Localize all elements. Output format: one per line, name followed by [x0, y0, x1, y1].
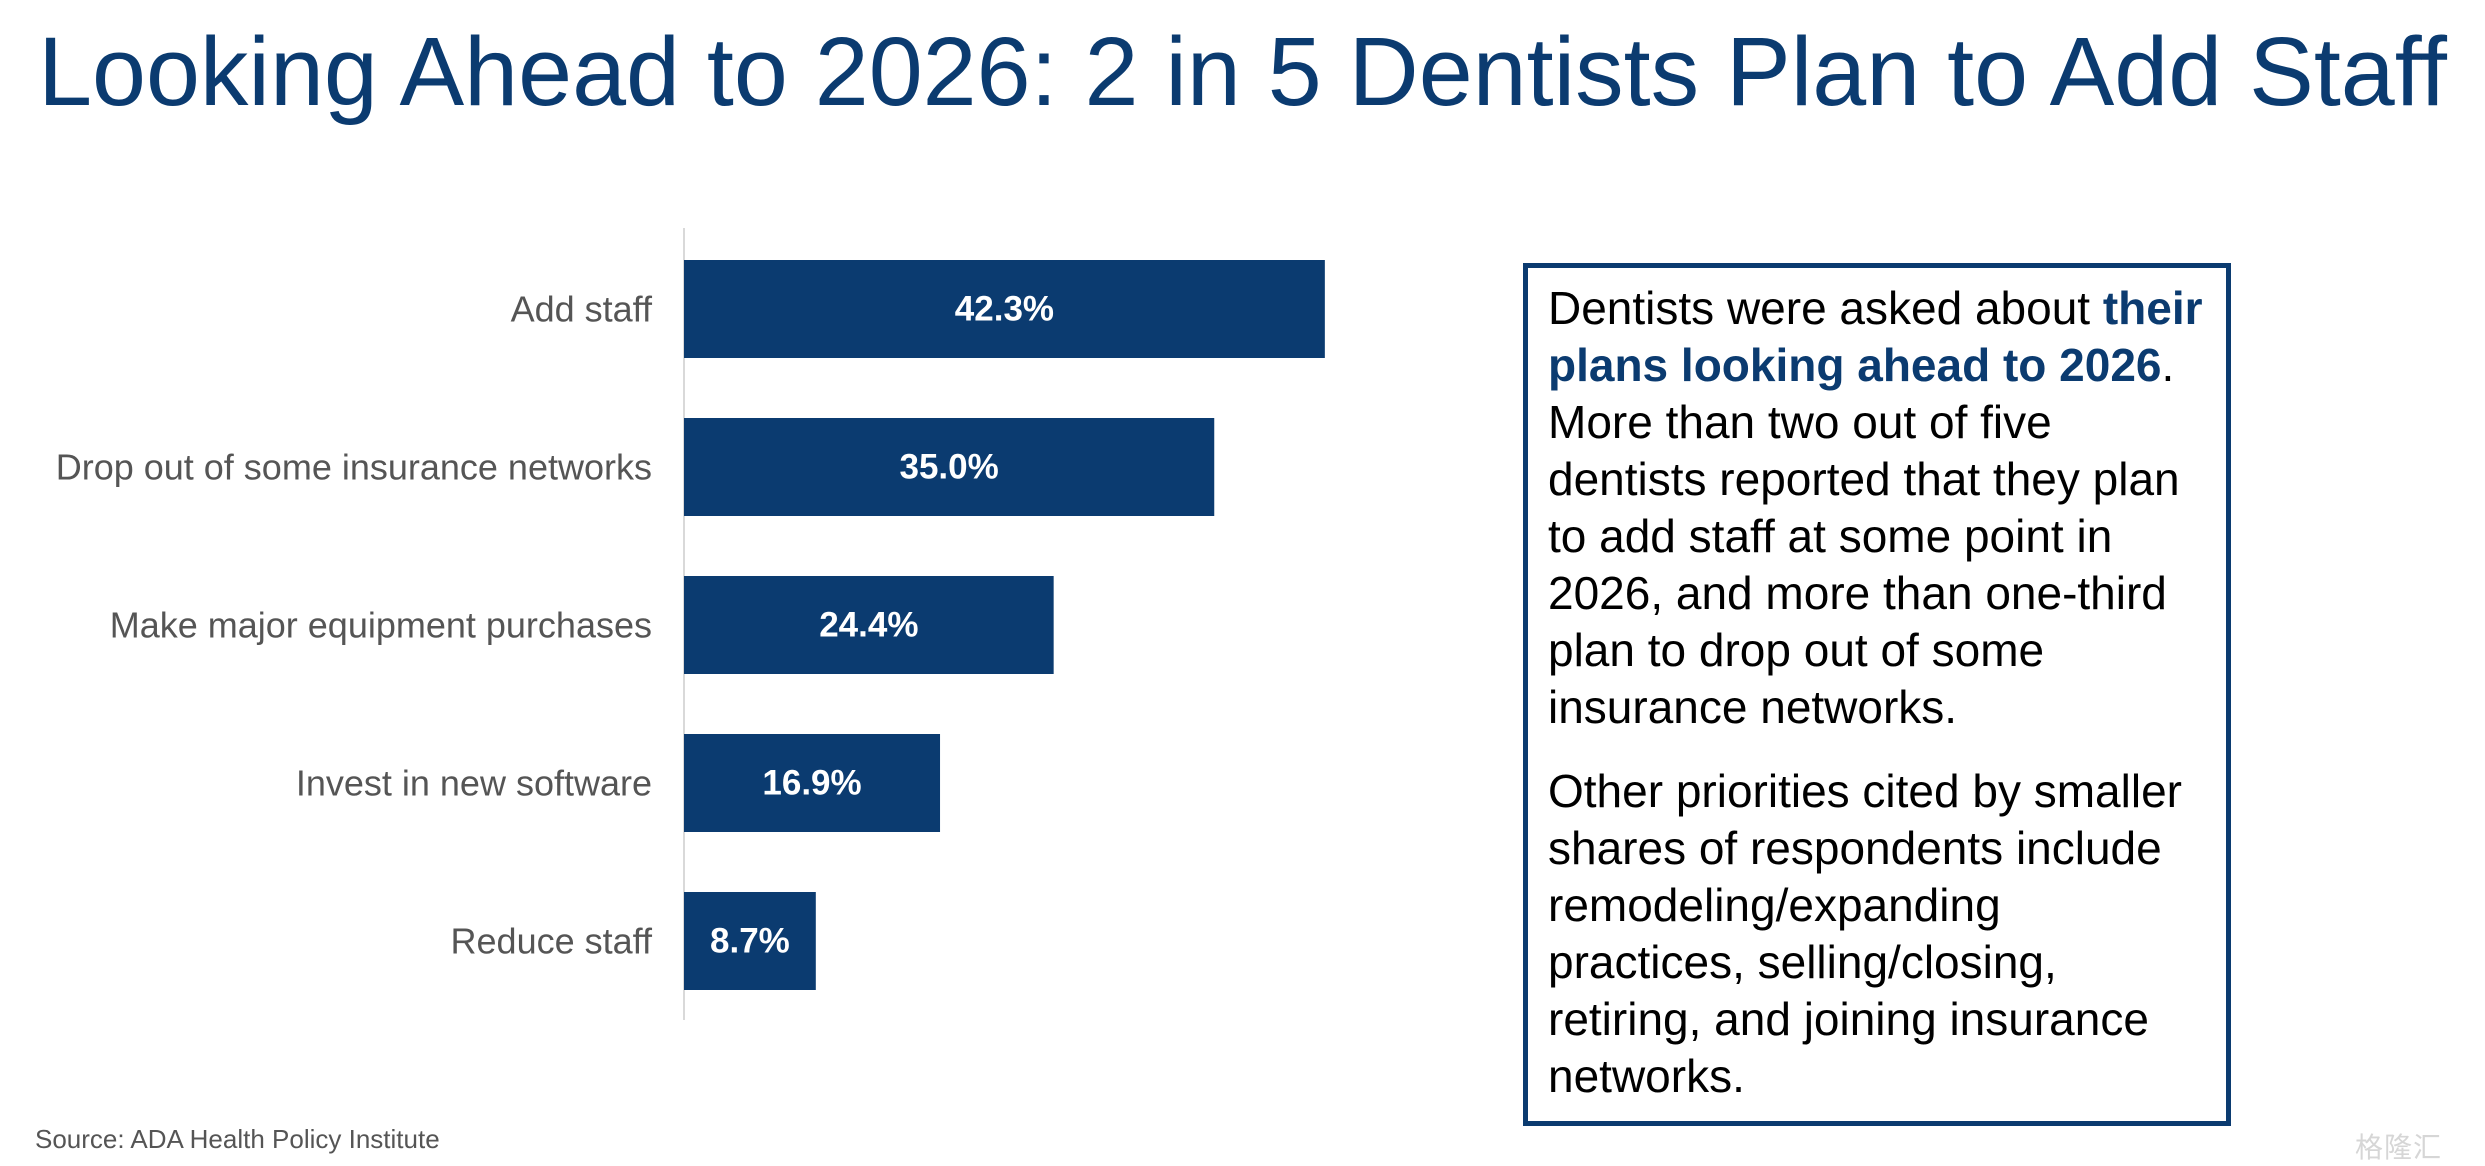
summary-paragraph-2: Other priorities cited by smaller shares… [1548, 765, 2182, 1102]
bar-reduce-staff [684, 892, 816, 990]
watermark-logo: 格隆汇 [2355, 1131, 2443, 1164]
slide-title: Looking Ahead to 2026: 2 in 5 Dentists P… [38, 17, 2447, 126]
summary-p1-rest: . More than two out of five dentists rep… [1548, 339, 2180, 733]
category-label-reduce-staff: Reduce staff [451, 921, 653, 962]
bar-chart-svg: Add staff 42.3% Drop out of some insurance… [56, 228, 1325, 1020]
value-label-drop-out-of-some-insurance-networks: 35.0% [900, 448, 999, 487]
category-label-add-staff: Add staff [511, 289, 653, 330]
bar-add-staff [684, 260, 1325, 358]
summary-p1-highlight: their plans looking ahead to 2026 [1548, 282, 2203, 391]
category-label-drop-out-of-some-insurance-networks: Drop out of some insurance networks [56, 447, 652, 488]
bar-make-major-equipment-purchases [684, 576, 1054, 674]
category-label-make-major-equipment-purchases: Make major equipment purchases [110, 605, 652, 646]
summary-paragraph-1: Dentists were asked about their plans lo… [1548, 280, 2206, 736]
bar-chart: Add staff 42.3% Drop out of some insurance… [56, 228, 1325, 1020]
summary-p1-intro: Dentists were asked about [1548, 282, 2103, 334]
source-note: Source: ADA Health Policy Institute [35, 1124, 440, 1154]
bar-invest-in-new-software [684, 734, 941, 832]
value-label-invest-in-new-software: 16.9% [762, 764, 861, 803]
bar-drop-out-of-some-insurance-networks [684, 418, 1215, 516]
value-label-make-major-equipment-purchases: 24.4% [819, 606, 918, 645]
value-label-add-staff: 42.3% [955, 290, 1054, 329]
summary-textbox: Dentists were asked about their plans lo… [1523, 263, 2231, 1126]
category-label-invest-in-new-software: Invest in new software [296, 763, 652, 804]
value-label-reduce-staff: 8.7% [710, 922, 790, 961]
